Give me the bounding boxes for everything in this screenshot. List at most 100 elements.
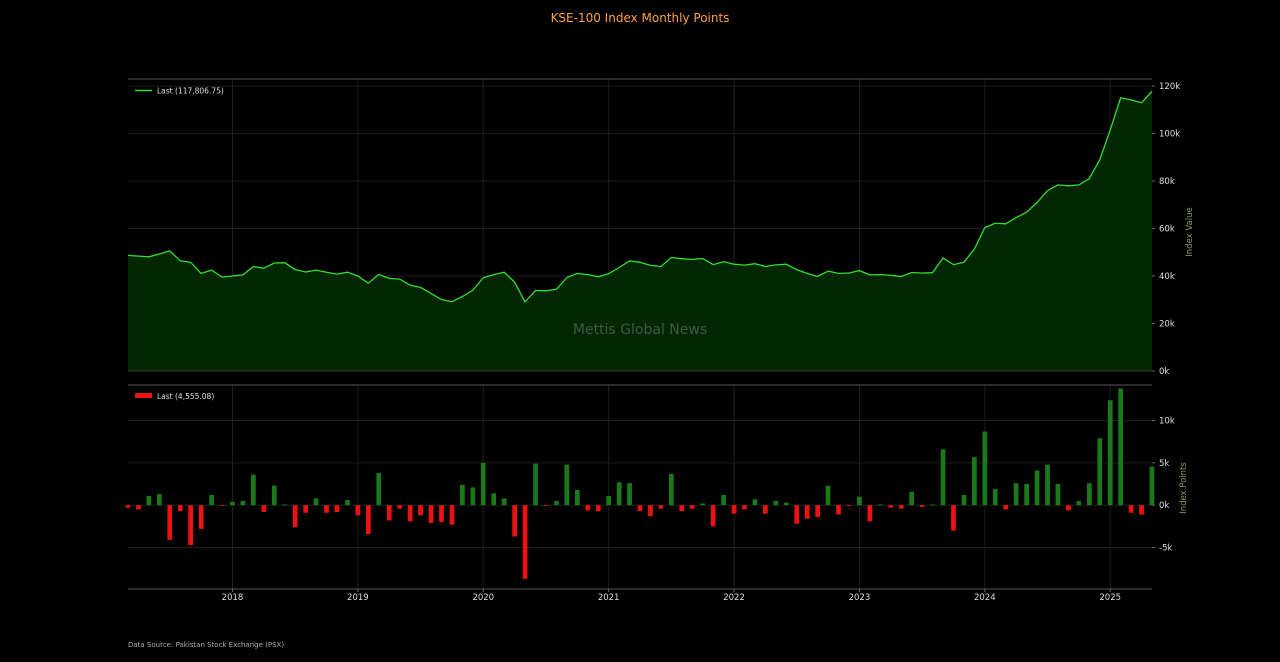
points-bar <box>167 505 173 540</box>
points-bar <box>512 505 517 537</box>
points-bar <box>1013 483 1019 506</box>
points-bar <box>407 505 413 522</box>
points-bar <box>1149 466 1155 506</box>
x-tick-label: 2021 <box>598 593 620 603</box>
points-bar <box>878 504 883 506</box>
points-bar <box>585 505 591 511</box>
points-bar <box>794 505 800 524</box>
points-bar <box>1045 464 1050 506</box>
points-bar <box>627 483 632 506</box>
points-bar <box>1066 505 1071 511</box>
x-tick-label: 2022 <box>723 593 745 603</box>
points-bar <box>982 431 988 506</box>
points-bar <box>240 501 246 506</box>
points-bar <box>669 473 674 506</box>
bottom-legend-label: Last (4,555.08) <box>157 392 214 401</box>
watermark: Mettis Global News <box>573 322 707 338</box>
points-bar <box>313 498 319 506</box>
points-bar <box>867 505 873 522</box>
points-bar <box>345 500 350 506</box>
points-bar <box>1003 505 1009 510</box>
source-note: Data Source: Pakistan Stock Exchange (PS… <box>128 641 285 649</box>
points-bar <box>386 505 392 521</box>
points-bar <box>480 462 486 506</box>
x-axis: 2018 2019 2020 2021 2022 2023 2024 2025 <box>222 589 1121 603</box>
points-bar <box>1034 470 1040 506</box>
points-bar <box>1076 501 1082 506</box>
top-y-tick-label: 40k <box>1159 272 1175 282</box>
points-bar <box>157 494 162 506</box>
points-bar <box>146 495 152 506</box>
points-bar <box>783 502 789 506</box>
bottom-legend: Last (4,555.08) <box>135 392 214 401</box>
points-bar <box>888 505 894 508</box>
points-bar <box>230 501 235 506</box>
points-bar <box>637 505 643 512</box>
top-legend-label: Last (117,806.75) <box>157 87 224 96</box>
x-tick-label: 2020 <box>472 593 494 603</box>
points-bar <box>428 505 434 523</box>
points-bar <box>470 487 476 506</box>
points-bar <box>554 501 559 506</box>
bottom-y-tick-label: 5k <box>1159 459 1169 469</box>
points-bar <box>303 505 308 513</box>
points-bar <box>522 505 528 579</box>
x-tick-label: 2024 <box>974 593 996 603</box>
points-bar <box>1107 400 1113 506</box>
x-tick-label: 2019 <box>347 593 369 603</box>
x-tick-label: 2018 <box>222 593 244 603</box>
points-bar <box>366 505 371 534</box>
bottom-y-tick-label: 0k <box>1159 501 1169 511</box>
points-bar <box>209 495 214 506</box>
points-bar <box>972 457 977 506</box>
points-bar <box>940 449 946 506</box>
points-bar <box>992 489 998 506</box>
chart-title: KSE-100 Index Monthly Points <box>550 11 730 25</box>
points-bar <box>564 464 570 506</box>
top-legend: Last (117,806.75) <box>135 87 224 96</box>
points-bar <box>951 505 956 531</box>
x-tick-label: 2025 <box>1099 593 1121 603</box>
points-bar <box>689 505 695 509</box>
top-y-tick-label: 60k <box>1159 225 1175 235</box>
points-bar <box>961 495 967 506</box>
points-bar <box>731 505 737 514</box>
points-bar <box>251 474 256 506</box>
points-bar <box>815 505 820 518</box>
points-bar <box>679 505 685 512</box>
points-bar <box>198 505 204 529</box>
top-y-tick-label: 0k <box>1159 367 1169 377</box>
points-bar <box>846 505 852 506</box>
points-bar <box>763 505 768 514</box>
points-bar <box>909 491 914 506</box>
points-bar <box>1118 388 1123 506</box>
points-bar <box>919 505 925 507</box>
points-bar <box>355 505 361 516</box>
bottom-panel-plot-area: -5k 0k 5k 10k <box>125 384 1175 590</box>
points-bar <box>1139 505 1144 515</box>
top-y-tick-label: 80k <box>1159 177 1175 187</box>
points-bar <box>1128 505 1134 513</box>
points-bar <box>324 505 329 513</box>
points-bar <box>1055 484 1061 506</box>
points-bar <box>292 505 298 528</box>
index-area-fill <box>128 91 1152 372</box>
points-bar <box>857 496 862 506</box>
points-bar <box>1097 438 1103 506</box>
points-bar <box>418 505 423 516</box>
top-panel-plot-area: 0k 20k 40k 60k 80k 100k 120k <box>127 78 1180 377</box>
top-y-tick-label: 100k <box>1159 130 1180 140</box>
points-bar <box>742 505 747 510</box>
bottom-y-axis-label: Index Points <box>1179 462 1189 514</box>
points-bar <box>710 505 716 527</box>
points-bar <box>334 505 340 512</box>
points-bar <box>575 490 580 506</box>
points-bar <box>491 493 497 506</box>
points-bar <box>177 505 183 512</box>
top-y-axis-label: Index Value <box>1185 207 1195 256</box>
points-bar <box>136 505 141 510</box>
points-bar <box>752 499 758 506</box>
points-bar <box>804 505 810 519</box>
bottom-y-tick-label: -5k <box>1159 544 1172 554</box>
